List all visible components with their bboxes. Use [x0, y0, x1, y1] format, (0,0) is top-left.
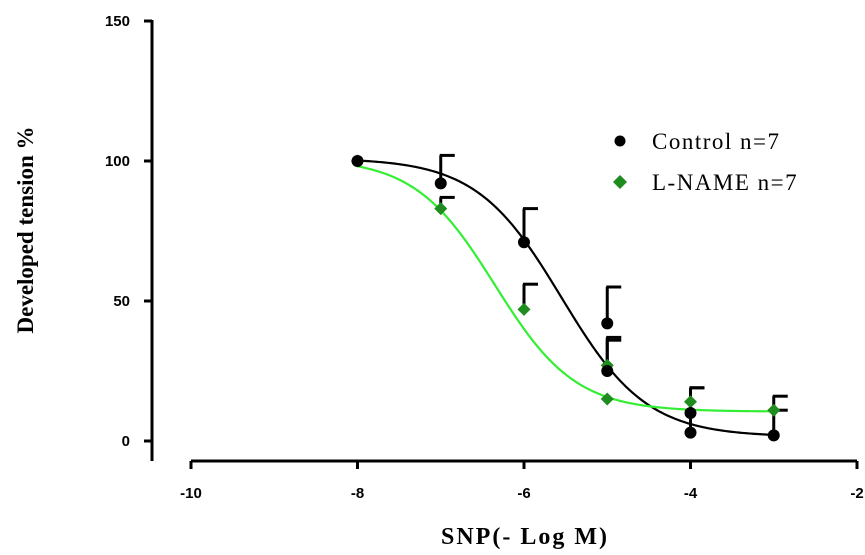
- x-tick-label: -10: [180, 485, 202, 502]
- lname-data-point: [684, 395, 697, 409]
- control-data-point: [684, 407, 697, 419]
- legend-lname-marker: [613, 175, 627, 189]
- lname-data-point: [517, 302, 531, 316]
- legend-control-marker: [614, 135, 626, 147]
- y-tick-label: 100: [105, 153, 130, 170]
- lname-data-point: [434, 202, 448, 216]
- legend-control-label: Control n=7: [652, 129, 781, 154]
- axes: 0 50 100 150 -10 -8 -6 -4 -2: [105, 13, 864, 502]
- control-fit-curve: [357, 159, 774, 437]
- x-axis-title: SNP(- Log M): [441, 524, 609, 550]
- lname-data-point: [767, 403, 781, 417]
- lname-data-point: [600, 392, 614, 406]
- plot-area: [351, 153, 788, 442]
- control-data-point: [351, 155, 364, 167]
- y-tick-label: 50: [113, 293, 130, 310]
- control-data-point: [684, 426, 697, 439]
- control-data-point: [518, 236, 530, 249]
- x-tick-label: -6: [517, 485, 530, 502]
- legend: Control n=7 L-NAME n=7: [613, 129, 798, 195]
- y-axis-title: Developed tension %: [13, 127, 38, 334]
- control-data-point: [767, 429, 780, 442]
- x-tick-label: -8: [351, 485, 364, 502]
- legend-item-control: Control n=7: [614, 129, 781, 154]
- control-data-point: [601, 365, 614, 377]
- control-data-point: [601, 317, 614, 330]
- y-tick-label: 150: [105, 13, 130, 30]
- legend-lname-label: L-NAME n=7: [652, 170, 798, 195]
- legend-item-lname: L-NAME n=7: [613, 170, 798, 195]
- lname-fit-curve: [357, 165, 774, 413]
- x-tick-label: -4: [684, 485, 698, 502]
- control-data-point: [434, 177, 447, 190]
- x-tick-label: -2: [850, 485, 863, 502]
- y-tick-label: 0: [122, 433, 130, 450]
